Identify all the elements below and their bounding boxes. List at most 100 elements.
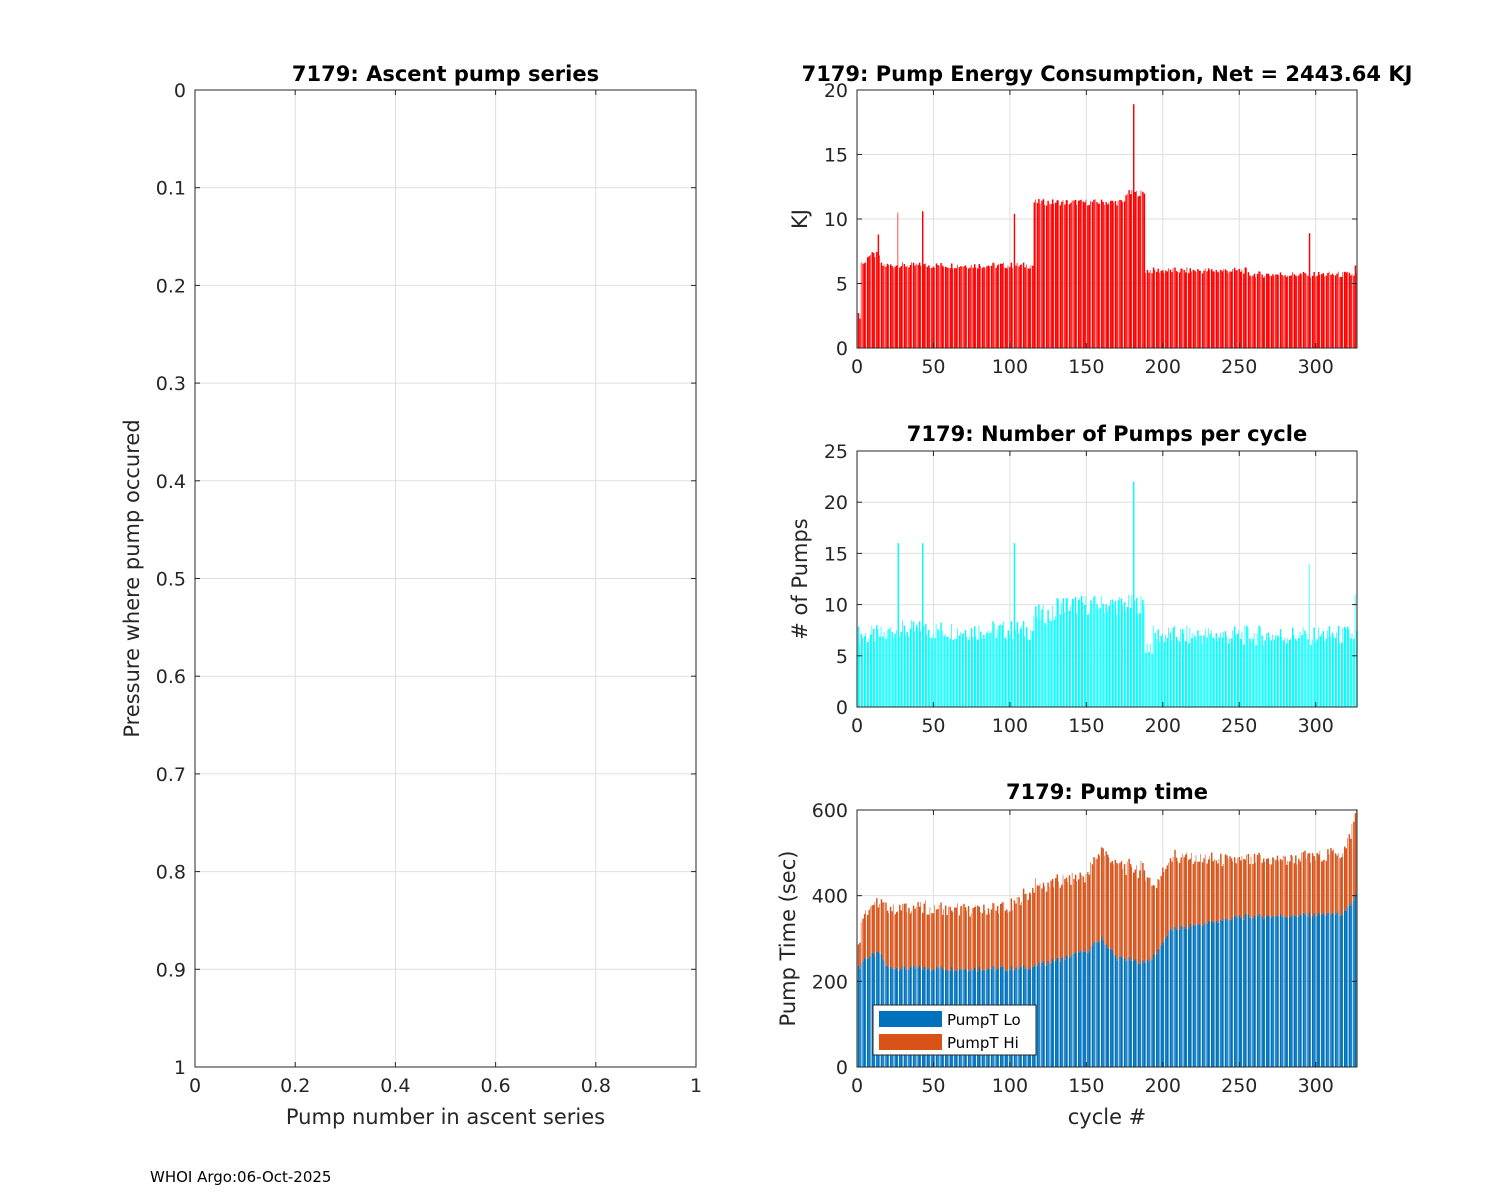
bar-pumpt-lo [1340, 915, 1343, 1067]
bar-pumpt-hi [1224, 854, 1227, 919]
bar [992, 262, 994, 348]
bar [993, 623, 995, 707]
bar [906, 265, 908, 348]
bar [1047, 610, 1049, 707]
bar [1146, 643, 1148, 707]
bar-pumpt-hi [999, 903, 1002, 967]
bar-pumpt-hi [1223, 864, 1224, 919]
bar-pumpt-hi [891, 911, 893, 969]
bar-pumpt-lo [1145, 963, 1146, 1067]
bar [1334, 638, 1337, 707]
bar [1139, 613, 1141, 707]
bar [1152, 267, 1155, 348]
bar [1302, 627, 1304, 707]
bar [1162, 270, 1164, 348]
bar-pumpt-hi [1194, 861, 1196, 926]
bar-pumpt-hi [1024, 894, 1026, 969]
bar [923, 626, 925, 707]
bar [1129, 607, 1132, 707]
bar [1117, 200, 1119, 348]
bar-pumpt-lo [1180, 926, 1182, 1067]
bar-pumpt-lo [1299, 914, 1302, 1067]
bar-pumpt-hi [951, 910, 953, 967]
x-tick-label: 0 [851, 715, 863, 737]
bar-pumpt-hi [1059, 887, 1062, 962]
bar [993, 263, 995, 348]
bar-pumpt-lo [1107, 948, 1109, 1067]
x-tick-label: 150 [1068, 715, 1104, 737]
bar [1084, 604, 1086, 707]
bar-pumpt-hi [1126, 861, 1128, 961]
bar-pumpt-hi [1238, 856, 1240, 916]
bar [1061, 201, 1063, 348]
y-tick-label: 0 [174, 80, 186, 102]
bar [1032, 631, 1034, 707]
bar [1233, 267, 1236, 348]
bar [1044, 622, 1046, 707]
bar-pumpt-lo [1321, 914, 1323, 1067]
bar-pumpt-hi [1149, 877, 1151, 959]
bar [1029, 639, 1031, 707]
bar-pumpt-lo [1120, 956, 1123, 1067]
bar-pumpt-hi [1184, 854, 1187, 929]
bar-pumpt-hi [1227, 858, 1229, 922]
bar-pumpt-lo [859, 968, 861, 1067]
bar [895, 265, 898, 348]
bar [1102, 201, 1104, 348]
bar-pumpt-hi [1299, 861, 1302, 915]
y-tick-label: 400 [812, 886, 848, 908]
bar [1145, 652, 1147, 707]
bar [964, 265, 967, 348]
bar [969, 636, 971, 707]
bar-pumpt-hi [969, 916, 971, 971]
pump-time-chart: 0 50 100 150 200 250 300 0 200 400 600 7179: Pump … [776, 780, 1358, 1129]
bar-pumpt-hi [1235, 863, 1237, 918]
bar-pumpt-lo [1132, 960, 1135, 1067]
bar-pumpt-hi [1308, 853, 1311, 913]
bar-pumpt-lo [1249, 917, 1251, 1067]
bar [1013, 543, 1016, 707]
bar-pumpt-hi [1316, 853, 1318, 917]
bar [938, 632, 940, 707]
bar-pumpt-hi [1155, 888, 1158, 955]
bar-pumpt-hi [1128, 858, 1130, 957]
bar [1334, 275, 1337, 348]
bar [1056, 200, 1058, 348]
bar-pumpt-lo [1191, 926, 1192, 1067]
bar-pumpt-hi [1088, 874, 1091, 952]
bar [943, 635, 945, 707]
bar-pumpt-lo [1195, 926, 1197, 1067]
bar-pumpt-lo [1252, 917, 1254, 1067]
bar [1012, 268, 1013, 348]
bar [951, 263, 953, 348]
bar [1189, 627, 1191, 707]
bar-pumpt-lo [1129, 960, 1132, 1067]
bar [1062, 598, 1065, 707]
bar [966, 636, 968, 707]
bar-pumpt-lo [1226, 919, 1228, 1067]
bar-pumpt-hi [1282, 855, 1284, 918]
bar-pumpt-lo [1171, 931, 1173, 1067]
bar-pumpt-lo [1055, 960, 1057, 1067]
bar [1131, 594, 1133, 707]
bar [1090, 600, 1092, 707]
bar [1157, 629, 1159, 707]
bar-pumpt-lo [1168, 930, 1169, 1067]
x-tick-label: 200 [1145, 1075, 1181, 1097]
bar [1041, 200, 1043, 348]
bar [1079, 597, 1081, 707]
bar [957, 628, 958, 707]
bar-pumpt-hi [899, 904, 901, 970]
bar-pumpt-lo [1232, 916, 1233, 1067]
bar [1311, 275, 1314, 348]
bar-pumpt-hi [1348, 834, 1351, 906]
bar [1285, 276, 1288, 348]
bar-pumpt-hi [902, 904, 903, 965]
bar [869, 634, 872, 707]
bar [1093, 199, 1095, 348]
bar [1152, 625, 1154, 707]
bar [897, 212, 899, 348]
bar-pumpt-lo [1163, 942, 1165, 1067]
bar [1201, 273, 1204, 348]
bar [1126, 193, 1128, 348]
